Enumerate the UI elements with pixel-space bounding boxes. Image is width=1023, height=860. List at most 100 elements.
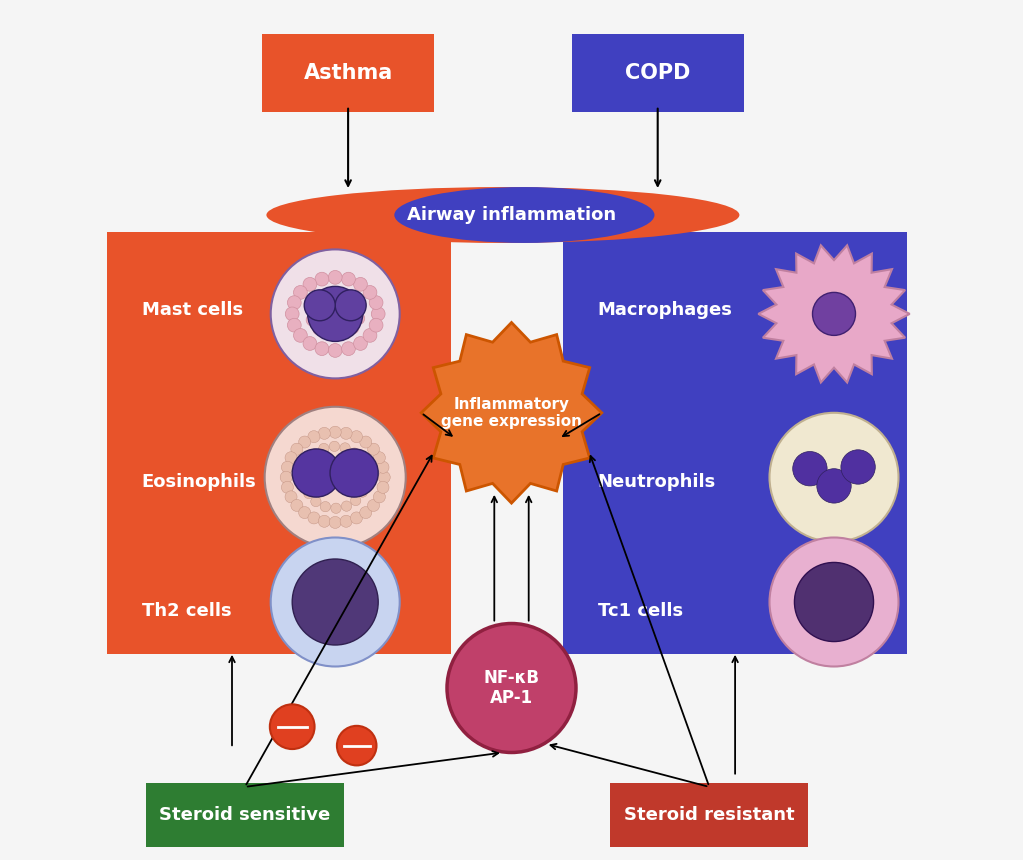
Circle shape: [294, 286, 307, 299]
Circle shape: [312, 294, 323, 306]
Circle shape: [337, 328, 349, 340]
Circle shape: [373, 491, 386, 503]
Circle shape: [300, 478, 310, 488]
Circle shape: [351, 431, 362, 443]
FancyBboxPatch shape: [107, 232, 451, 654]
Circle shape: [311, 496, 321, 507]
Circle shape: [319, 443, 329, 453]
Circle shape: [291, 443, 303, 455]
Polygon shape: [421, 322, 602, 503]
Circle shape: [346, 293, 358, 305]
Circle shape: [299, 436, 311, 448]
Circle shape: [271, 249, 400, 378]
Circle shape: [447, 624, 576, 752]
Circle shape: [363, 329, 376, 342]
Circle shape: [354, 278, 367, 292]
Circle shape: [293, 449, 341, 497]
Circle shape: [351, 512, 362, 524]
Circle shape: [376, 482, 389, 494]
Circle shape: [293, 559, 379, 645]
Text: Mast cells: Mast cells: [142, 301, 242, 318]
Circle shape: [360, 507, 371, 519]
Circle shape: [793, 452, 828, 486]
Circle shape: [285, 491, 297, 503]
Circle shape: [329, 441, 340, 452]
Circle shape: [294, 329, 307, 342]
Circle shape: [318, 515, 330, 527]
Circle shape: [303, 336, 317, 350]
Text: Steroid sensitive: Steroid sensitive: [160, 806, 330, 824]
Circle shape: [315, 341, 328, 355]
Circle shape: [304, 488, 314, 499]
Circle shape: [769, 538, 898, 666]
Circle shape: [329, 516, 342, 528]
Circle shape: [322, 288, 335, 300]
Circle shape: [379, 471, 390, 483]
Circle shape: [354, 336, 367, 350]
Text: Eosinophils: Eosinophils: [142, 473, 257, 490]
Text: Airway inflammation: Airway inflammation: [407, 206, 616, 224]
Text: Tc1 cells: Tc1 cells: [597, 602, 682, 619]
Circle shape: [330, 503, 341, 513]
Circle shape: [318, 427, 330, 439]
Text: Macrophages: Macrophages: [597, 301, 732, 318]
Circle shape: [308, 431, 320, 443]
Circle shape: [306, 304, 318, 316]
Circle shape: [281, 482, 294, 494]
Circle shape: [281, 461, 294, 473]
Text: Inflammatory
gene expression: Inflammatory gene expression: [441, 396, 582, 429]
Circle shape: [342, 273, 355, 286]
Text: Asthma: Asthma: [304, 63, 393, 83]
Circle shape: [310, 449, 320, 459]
Circle shape: [285, 307, 299, 321]
FancyBboxPatch shape: [572, 34, 744, 112]
FancyBboxPatch shape: [262, 34, 434, 112]
Circle shape: [300, 468, 310, 478]
Circle shape: [291, 500, 303, 512]
Circle shape: [271, 538, 400, 666]
Circle shape: [299, 507, 311, 519]
Circle shape: [330, 449, 379, 497]
Circle shape: [816, 469, 851, 503]
Circle shape: [841, 450, 876, 484]
Text: COPD: COPD: [625, 63, 691, 83]
Circle shape: [329, 427, 342, 439]
Circle shape: [360, 436, 371, 448]
Circle shape: [308, 512, 320, 524]
Circle shape: [308, 286, 363, 341]
Circle shape: [315, 273, 328, 286]
Circle shape: [352, 302, 364, 314]
Circle shape: [335, 288, 347, 300]
Circle shape: [285, 452, 297, 464]
Circle shape: [324, 328, 336, 340]
Circle shape: [328, 343, 342, 358]
Circle shape: [795, 562, 874, 642]
Circle shape: [336, 290, 366, 321]
Circle shape: [367, 443, 380, 455]
Circle shape: [812, 292, 855, 335]
Circle shape: [328, 270, 342, 284]
Circle shape: [303, 278, 317, 292]
Circle shape: [337, 726, 376, 765]
Circle shape: [357, 487, 367, 497]
Circle shape: [342, 341, 355, 355]
Text: Neutrophils: Neutrophils: [597, 473, 716, 490]
Text: Th2 cells: Th2 cells: [142, 602, 231, 619]
Circle shape: [353, 312, 365, 324]
Circle shape: [306, 314, 318, 326]
Circle shape: [313, 322, 325, 335]
FancyBboxPatch shape: [146, 783, 344, 847]
Circle shape: [373, 452, 386, 464]
Circle shape: [351, 495, 361, 506]
Circle shape: [265, 407, 406, 548]
FancyBboxPatch shape: [563, 232, 907, 654]
Text: Steroid resistant: Steroid resistant: [624, 806, 795, 824]
Circle shape: [369, 318, 383, 332]
Circle shape: [340, 443, 350, 453]
Text: NF-κB
AP-1: NF-κB AP-1: [484, 668, 539, 708]
Circle shape: [342, 501, 352, 512]
Circle shape: [287, 296, 301, 310]
Circle shape: [270, 704, 314, 749]
Circle shape: [340, 515, 352, 527]
Circle shape: [287, 318, 301, 332]
